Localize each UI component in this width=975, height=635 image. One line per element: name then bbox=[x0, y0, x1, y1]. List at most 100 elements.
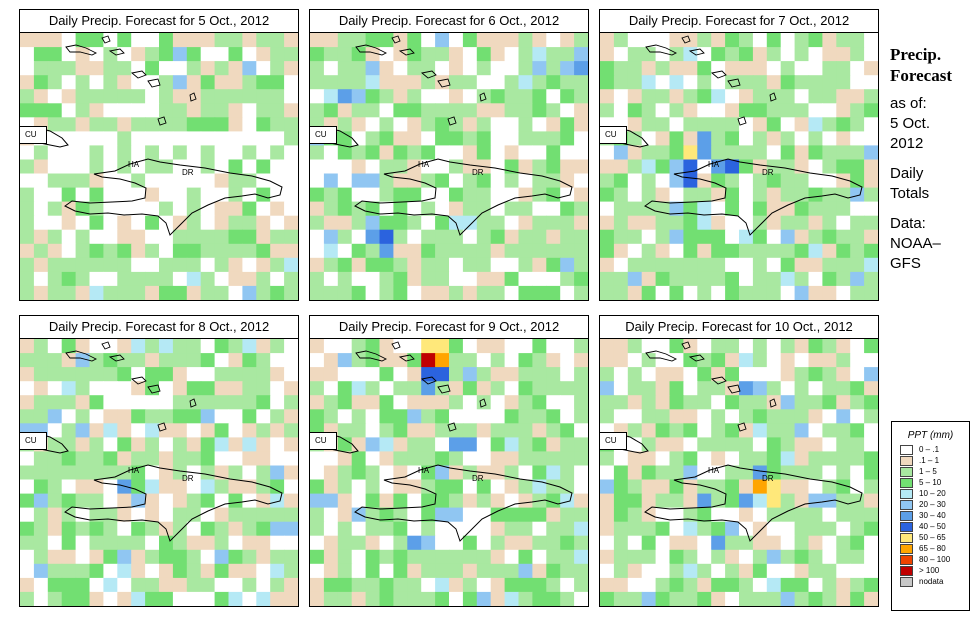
precip-cell bbox=[103, 243, 118, 259]
precip-cell bbox=[214, 367, 230, 382]
precip-cell bbox=[532, 451, 547, 467]
precip-cell bbox=[159, 591, 174, 606]
precip-cell bbox=[462, 353, 478, 368]
precip-cell bbox=[351, 145, 367, 161]
precip-cell bbox=[600, 493, 615, 509]
precip-cell bbox=[739, 131, 754, 147]
precip-cell bbox=[61, 465, 77, 481]
precip-cell bbox=[214, 507, 230, 523]
precip-cell bbox=[641, 131, 657, 147]
precip-cell bbox=[462, 423, 478, 438]
precip-cell bbox=[669, 33, 684, 48]
precip-cell bbox=[560, 75, 575, 90]
precip-cell bbox=[490, 353, 506, 368]
precip-cell bbox=[449, 61, 464, 76]
precip-cell bbox=[574, 103, 588, 118]
precip-cell bbox=[836, 271, 851, 287]
precip-cell bbox=[546, 61, 561, 76]
precip-cell bbox=[20, 145, 35, 161]
precip-cell bbox=[780, 367, 796, 382]
precip-cell bbox=[323, 89, 339, 104]
precip-cell bbox=[532, 75, 547, 90]
precip-cell bbox=[323, 549, 339, 565]
precip-cell bbox=[393, 243, 408, 259]
precip-cell bbox=[836, 577, 851, 593]
precip-cell bbox=[655, 33, 671, 48]
precip-cell bbox=[518, 465, 533, 481]
precip-cell bbox=[379, 591, 394, 606]
precip-cell bbox=[351, 395, 367, 410]
precip-cell bbox=[393, 215, 408, 231]
precip-cell bbox=[214, 591, 230, 606]
precip-cell bbox=[476, 549, 492, 565]
precip-cell bbox=[310, 173, 325, 189]
legend-swatch bbox=[900, 466, 913, 477]
precip-cell bbox=[89, 89, 104, 104]
precip-cell bbox=[228, 257, 243, 273]
precip-cell bbox=[200, 493, 216, 509]
precip-cell bbox=[200, 215, 216, 231]
precip-cell bbox=[145, 201, 160, 217]
precip-cell bbox=[159, 257, 174, 273]
precip-cell bbox=[518, 535, 533, 551]
precip-cell bbox=[89, 493, 104, 509]
precip-cell bbox=[600, 201, 615, 217]
precip-cell bbox=[532, 479, 547, 495]
precip-cell bbox=[242, 243, 257, 259]
precip-cell bbox=[600, 479, 615, 495]
precip-cell bbox=[172, 353, 188, 368]
precip-cell bbox=[186, 145, 202, 161]
precip-cell bbox=[407, 229, 422, 245]
precip-cell bbox=[421, 131, 436, 147]
precip-cell bbox=[186, 437, 202, 453]
precip-cell bbox=[379, 381, 394, 396]
precip-cell bbox=[103, 285, 118, 300]
precip-cell bbox=[669, 285, 684, 300]
precip-cell bbox=[186, 479, 202, 495]
precip-cell bbox=[337, 201, 353, 217]
precip-cell bbox=[393, 75, 408, 90]
precip-cell bbox=[752, 367, 768, 382]
precip-cell bbox=[627, 61, 643, 76]
precip-cell bbox=[739, 61, 754, 76]
precip-cell bbox=[532, 257, 547, 273]
precip-cell bbox=[365, 339, 381, 354]
precip-cell bbox=[725, 493, 740, 509]
precip-cell bbox=[337, 285, 353, 300]
precip-cell bbox=[284, 549, 298, 565]
precip-cell bbox=[379, 465, 394, 481]
island-outline bbox=[437, 384, 451, 394]
precip-cell bbox=[627, 409, 643, 424]
precip-cell bbox=[462, 173, 478, 189]
precip-cell bbox=[200, 367, 216, 382]
precip-cell bbox=[655, 577, 671, 593]
precip-cell bbox=[546, 395, 561, 410]
precip-cell bbox=[351, 89, 367, 104]
precip-cell bbox=[75, 131, 91, 147]
precip-cell bbox=[711, 423, 726, 438]
precip-cell bbox=[504, 33, 520, 48]
precip-cell bbox=[766, 521, 782, 537]
precip-cell bbox=[61, 187, 77, 203]
island-outline bbox=[147, 78, 161, 88]
precip-cell bbox=[725, 423, 740, 438]
legend-swatch bbox=[900, 444, 913, 455]
precip-cell bbox=[214, 353, 230, 368]
precip-cell bbox=[186, 339, 202, 354]
precip-cell bbox=[627, 549, 643, 565]
precip-cell bbox=[145, 61, 160, 76]
precip-cell bbox=[655, 75, 671, 90]
precip-cell bbox=[641, 493, 657, 509]
precip-cell bbox=[462, 437, 478, 453]
precip-cell bbox=[822, 437, 837, 453]
precip-cell bbox=[117, 61, 132, 76]
precip-cell bbox=[270, 201, 285, 217]
precip-cell bbox=[683, 187, 698, 203]
precip-cell bbox=[270, 493, 285, 509]
precip-cell bbox=[89, 395, 104, 410]
legend-swatch bbox=[900, 532, 913, 543]
precip-cell bbox=[407, 47, 422, 62]
precip-cell bbox=[323, 285, 339, 300]
precip-cell bbox=[323, 47, 339, 62]
precip-cell bbox=[641, 145, 657, 161]
